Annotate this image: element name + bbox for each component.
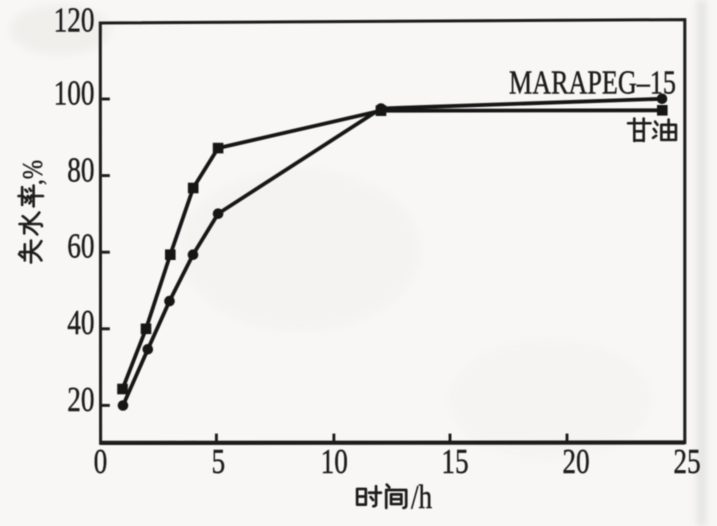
svg-text:/h: /h bbox=[411, 478, 432, 516]
svg-text:25: 25 bbox=[673, 442, 700, 481]
svg-text:120: 120 bbox=[54, 0, 95, 39]
svg-text:0: 0 bbox=[94, 442, 108, 481]
svg-text:80: 80 bbox=[67, 150, 94, 189]
svg-text:20: 20 bbox=[67, 380, 94, 419]
svg-text:20: 20 bbox=[562, 442, 589, 481]
svg-text:15: 15 bbox=[441, 442, 468, 481]
svg-text:10: 10 bbox=[321, 442, 348, 481]
svg-text:5: 5 bbox=[211, 442, 225, 481]
svg-text:,%: ,% bbox=[17, 160, 49, 185]
svg-text:40: 40 bbox=[67, 303, 94, 342]
svg-text:MARAPEG–15: MARAPEG–15 bbox=[509, 65, 676, 102]
svg-text:100: 100 bbox=[54, 73, 95, 112]
svg-text:60: 60 bbox=[67, 226, 94, 265]
